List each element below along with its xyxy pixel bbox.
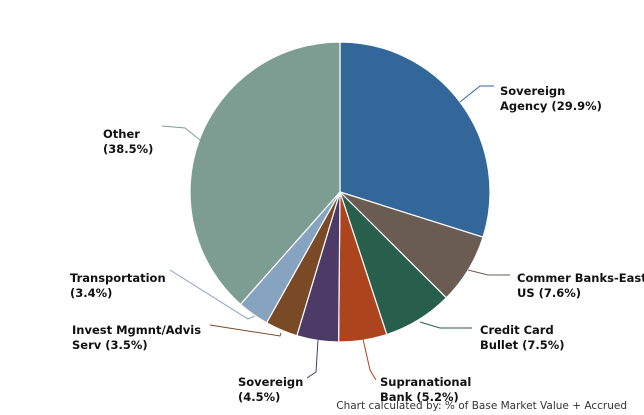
slice-label-line: Sovereign [238, 375, 303, 389]
slice-label: Other (38.5%) [103, 127, 153, 156]
slice-label-line: Commer Banks-East [517, 271, 644, 285]
slice-label-line: Credit Card [480, 323, 554, 337]
slice-label-line: (4.5%) [238, 390, 280, 404]
slice-labels: Sovereign Agency (29.9%)Commer Banks-East… [70, 84, 644, 404]
slice-label-line: Agency (29.9%) [500, 99, 602, 113]
leader-line [419, 321, 472, 329]
slice-label-line: Bank (5.2%) [380, 390, 459, 404]
pie-slice-other [189, 41, 341, 306]
slice-label: Sovereign (4.5%) [238, 375, 303, 404]
slice-label-line: Transportation [70, 271, 166, 285]
slice-label-line: Supranational [380, 375, 471, 389]
slice-label: Sovereign Agency (29.9%) [500, 84, 602, 113]
slice-label-line: Other [103, 127, 140, 141]
leader-line [161, 125, 201, 141]
leader-lines [161, 85, 510, 381]
slice-label: Supranational Bank (5.2%) [380, 375, 471, 404]
slice-label-line: US (7.6%) [517, 286, 581, 300]
leader-line [209, 324, 282, 337]
pie-slice-sovereign-agency [339, 41, 491, 238]
leader-line [306, 339, 319, 379]
leader-line [459, 85, 494, 103]
slice-label-line: (38.5%) [103, 142, 153, 156]
slice-label-line: (3.4%) [70, 286, 112, 300]
leader-line [362, 338, 377, 381]
leader-line [169, 269, 256, 320]
pie-slices [189, 41, 491, 343]
slice-label-line: Invest Mgmnt/Advis [72, 323, 201, 337]
slice-label: Transportation (3.4%) [70, 271, 166, 300]
slice-label-line: Serv (3.5%) [72, 338, 148, 352]
leader-line [467, 269, 510, 276]
slice-label: Credit Card Bullet (7.5%) [480, 323, 565, 352]
slice-label-line: Bullet (7.5%) [480, 338, 565, 352]
slice-label: Invest Mgmnt/Advis Serv (3.5%) [72, 323, 201, 352]
chart-footnote: Chart calculated by: % of Base Market Va… [336, 400, 627, 412]
slice-label: Commer Banks-East US (7.6%) [517, 271, 644, 300]
slice-label-line: Sovereign [500, 84, 565, 98]
